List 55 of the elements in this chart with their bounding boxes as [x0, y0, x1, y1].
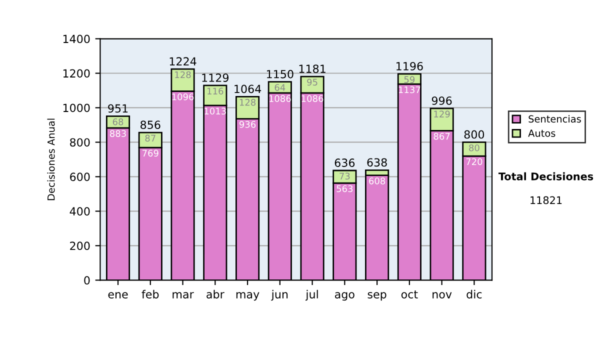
total-label: 1150 — [266, 70, 294, 78]
data-label: 563 — [336, 185, 353, 192]
total-label: 996 — [432, 96, 452, 105]
total-label: 1196 — [396, 62, 423, 70]
x-tick-label: ene — [108, 292, 128, 298]
y-tick-label: 200 — [70, 242, 90, 250]
x-tick-label: may — [236, 292, 260, 301]
data-label: 720 — [466, 158, 482, 166]
y-tick-label: 1400 — [63, 34, 90, 44]
data-label: 128 — [240, 98, 256, 106]
x-tick-label: nov — [432, 292, 452, 298]
data-label: 59 — [404, 76, 415, 83]
data-label: 883 — [110, 130, 126, 137]
total-label: 1129 — [202, 74, 229, 82]
data-label: 936 — [239, 120, 256, 128]
data-label: 608 — [369, 178, 386, 184]
y-tick-label: 400 — [70, 207, 90, 216]
x-tick-label: feb — [142, 290, 159, 298]
total-label: 1064 — [234, 84, 262, 94]
y-axis-title: Decisiones Anual — [47, 118, 55, 200]
total-label: 638 — [367, 158, 387, 167]
y-tick-label: 0 — [84, 276, 90, 285]
x-tick-label: mar — [172, 292, 194, 298]
data-label: 769 — [142, 150, 158, 157]
x-tick-label: abr — [206, 290, 224, 298]
x-tick-label: oct — [401, 290, 418, 298]
total-label: 1181 — [299, 64, 326, 73]
data-label: 116 — [208, 88, 224, 95]
y-tick-label: 1200 — [63, 69, 90, 78]
data-label: 129 — [434, 110, 450, 118]
data-label: 95 — [307, 78, 318, 86]
total-label: 636 — [334, 158, 355, 167]
data-label: 68 — [112, 118, 124, 126]
legend-label: Sentencias — [528, 115, 581, 123]
total-label: 951 — [108, 104, 128, 113]
total-label: 800 — [464, 130, 484, 139]
text: 11821 — [530, 196, 562, 204]
data-label: 128 — [175, 71, 191, 78]
x-tick-label: dic — [466, 290, 482, 298]
x-tick-label: ago — [335, 292, 354, 301]
data-label: 64 — [274, 84, 286, 91]
data-label: 73 — [340, 172, 350, 180]
total-label: 1224 — [170, 57, 196, 66]
legend-label: Autos — [528, 130, 556, 137]
x-tick-label: sep — [368, 292, 386, 301]
data-label: 80 — [469, 144, 480, 152]
text: Total Decisiones — [498, 172, 594, 180]
y-tick-label: 800 — [70, 138, 90, 147]
y-tick-label: 1000 — [63, 104, 90, 112]
data-label: 867 — [434, 132, 450, 140]
total-label: 856 — [140, 120, 160, 130]
x-tick-label: jun — [271, 290, 288, 301]
data-label: 87 — [145, 134, 156, 142]
x-tick-label: jul — [305, 290, 318, 301]
y-tick-label: 600 — [70, 172, 90, 182]
